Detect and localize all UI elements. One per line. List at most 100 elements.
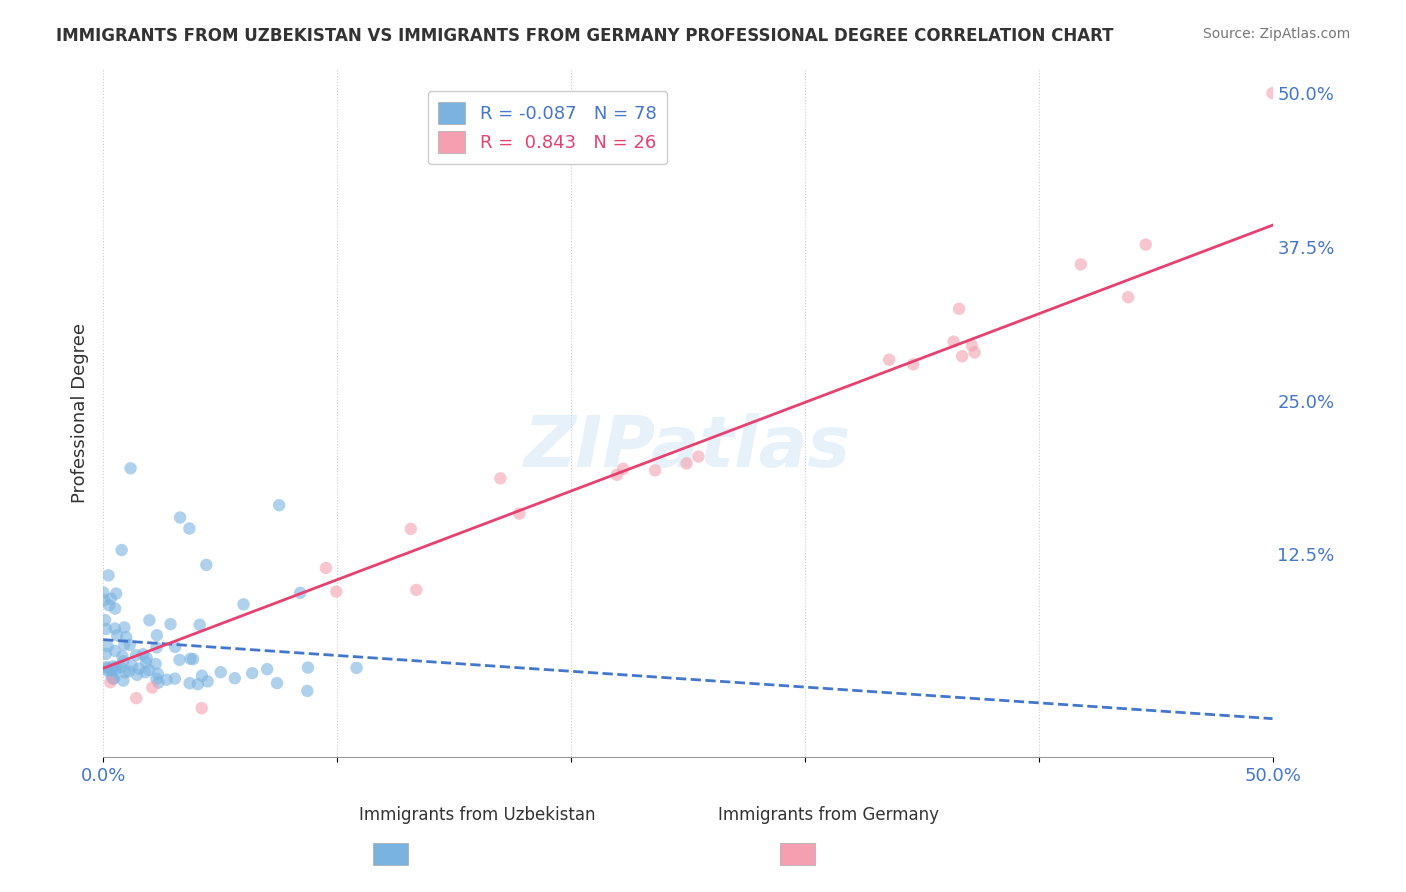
Immigrants from Germany xyxy=(315,561,337,575)
Immigrants from Uzbekistan xyxy=(156,673,179,687)
Immigrants from Uzbekistan xyxy=(112,638,135,652)
Immigrants from Uzbekistan xyxy=(104,622,127,636)
Immigrants from Germany xyxy=(675,457,697,471)
Immigrants from Uzbekistan xyxy=(232,598,254,612)
Immigrants from Germany xyxy=(508,507,530,521)
Immigrants from Uzbekistan xyxy=(101,670,124,684)
Immigrants from Germany xyxy=(963,345,986,359)
Immigrants from Uzbekistan xyxy=(159,617,181,632)
Immigrants from Uzbekistan xyxy=(169,510,191,524)
Immigrants from Uzbekistan xyxy=(96,660,118,674)
Immigrants from Uzbekistan xyxy=(94,622,117,636)
Immigrants from Germany xyxy=(644,463,666,477)
Immigrants from Uzbekistan xyxy=(120,461,142,475)
Immigrants from Germany xyxy=(1116,290,1139,304)
Immigrants from Germany xyxy=(1070,257,1092,271)
Immigrants from Germany xyxy=(950,349,973,363)
Immigrants from Uzbekistan xyxy=(94,613,117,627)
Immigrants from Uzbekistan xyxy=(224,671,246,685)
Immigrants from Uzbekistan xyxy=(195,558,218,572)
Immigrants from Uzbekistan xyxy=(187,677,209,691)
Immigrants from Uzbekistan xyxy=(104,660,127,674)
Immigrants from Uzbekistan xyxy=(97,568,120,582)
Text: Source: ZipAtlas.com: Source: ZipAtlas.com xyxy=(1202,27,1350,41)
Immigrants from Uzbekistan xyxy=(179,652,201,666)
Immigrants from Uzbekistan xyxy=(290,586,312,600)
Immigrants from Uzbekistan xyxy=(96,661,118,675)
Immigrants from Uzbekistan xyxy=(105,628,128,642)
Text: Immigrants from Uzbekistan: Immigrants from Uzbekistan xyxy=(359,805,596,823)
Text: ZIPatlas: ZIPatlas xyxy=(524,413,852,482)
Immigrants from Uzbekistan xyxy=(112,673,135,688)
Immigrants from Germany xyxy=(612,462,634,476)
Immigrants from Uzbekistan xyxy=(110,660,132,674)
Immigrants from Uzbekistan xyxy=(346,661,368,675)
Immigrants from Uzbekistan xyxy=(111,543,134,558)
Immigrants from Uzbekistan xyxy=(101,662,124,676)
Immigrants from Uzbekistan xyxy=(125,668,148,682)
Immigrants from Uzbekistan xyxy=(93,593,115,607)
Immigrants from Uzbekistan xyxy=(101,672,124,686)
Immigrants from Germany xyxy=(98,675,121,690)
Immigrants from Germany xyxy=(399,522,422,536)
Immigrants from Uzbekistan xyxy=(256,662,278,676)
Immigrants from Uzbekistan xyxy=(118,638,141,652)
Immigrants from Uzbekistan xyxy=(115,630,138,644)
Immigrants from Germany xyxy=(942,334,965,349)
Immigrants from Uzbekistan xyxy=(297,684,319,698)
Immigrants from Uzbekistan xyxy=(104,601,127,615)
Immigrants from Uzbekistan xyxy=(188,617,211,632)
Immigrants from Uzbekistan xyxy=(128,662,150,676)
Immigrants from Uzbekistan xyxy=(181,652,204,666)
Immigrants from Uzbekistan xyxy=(266,676,288,690)
Immigrants from Uzbekistan xyxy=(179,676,201,690)
Immigrants from Uzbekistan xyxy=(112,654,135,668)
Y-axis label: Professional Degree: Professional Degree xyxy=(72,323,89,503)
Immigrants from Uzbekistan xyxy=(93,585,115,599)
Text: IMMIGRANTS FROM UZBEKISTAN VS IMMIGRANTS FROM GERMANY PROFESSIONAL DEGREE CORREL: IMMIGRANTS FROM UZBEKISTAN VS IMMIGRANTS… xyxy=(56,27,1114,45)
Immigrants from Uzbekistan xyxy=(138,613,160,627)
Immigrants from Uzbekistan xyxy=(112,620,135,634)
Immigrants from Uzbekistan xyxy=(118,665,141,679)
Immigrants from Uzbekistan xyxy=(145,640,167,655)
Immigrants from Uzbekistan xyxy=(297,660,319,674)
Immigrants from Uzbekistan xyxy=(135,656,157,670)
Immigrants from Germany xyxy=(688,450,710,464)
Immigrants from Uzbekistan xyxy=(125,648,148,662)
Immigrants from Uzbekistan xyxy=(138,663,160,677)
Immigrants from Uzbekistan xyxy=(135,650,157,665)
Immigrants from Germany xyxy=(141,681,163,695)
Immigrants from Uzbekistan xyxy=(163,672,186,686)
Immigrants from Uzbekistan xyxy=(145,672,167,686)
Immigrants from Uzbekistan xyxy=(209,665,232,680)
Immigrants from Uzbekistan xyxy=(103,671,125,685)
Immigrants from Uzbekistan xyxy=(197,674,219,689)
Immigrants from Germany xyxy=(190,701,212,715)
Immigrants from Germany xyxy=(125,691,148,706)
Immigrants from Uzbekistan xyxy=(165,640,187,654)
Immigrants from Uzbekistan xyxy=(97,664,120,678)
Text: Immigrants from Germany: Immigrants from Germany xyxy=(717,805,939,823)
Immigrants from Uzbekistan xyxy=(105,662,128,676)
Immigrants from Uzbekistan xyxy=(98,599,121,613)
Immigrants from Germany xyxy=(1261,86,1284,100)
Immigrants from Uzbekistan xyxy=(100,591,122,606)
Immigrants from Uzbekistan xyxy=(114,665,136,680)
Immigrants from Uzbekistan xyxy=(240,666,263,681)
Immigrants from Uzbekistan xyxy=(191,668,214,682)
Immigrants from Uzbekistan xyxy=(132,647,155,661)
Immigrants from Germany xyxy=(948,301,970,316)
Immigrants from Uzbekistan xyxy=(121,658,143,673)
Immigrants from Uzbekistan xyxy=(179,522,201,536)
Immigrants from Uzbekistan xyxy=(146,667,169,681)
Immigrants from Uzbekistan xyxy=(94,647,117,661)
Immigrants from Uzbekistan xyxy=(101,659,124,673)
Immigrants from Germany xyxy=(489,471,512,485)
Immigrants from Uzbekistan xyxy=(105,586,128,600)
Legend: R = -0.087   N = 78, R =  0.843   N = 26: R = -0.087 N = 78, R = 0.843 N = 26 xyxy=(427,91,668,164)
Immigrants from Uzbekistan xyxy=(134,665,156,680)
Immigrants from Germany xyxy=(405,582,427,597)
Immigrants from Germany xyxy=(960,338,983,352)
Immigrants from Uzbekistan xyxy=(148,675,170,690)
Immigrants from Uzbekistan xyxy=(111,649,134,664)
